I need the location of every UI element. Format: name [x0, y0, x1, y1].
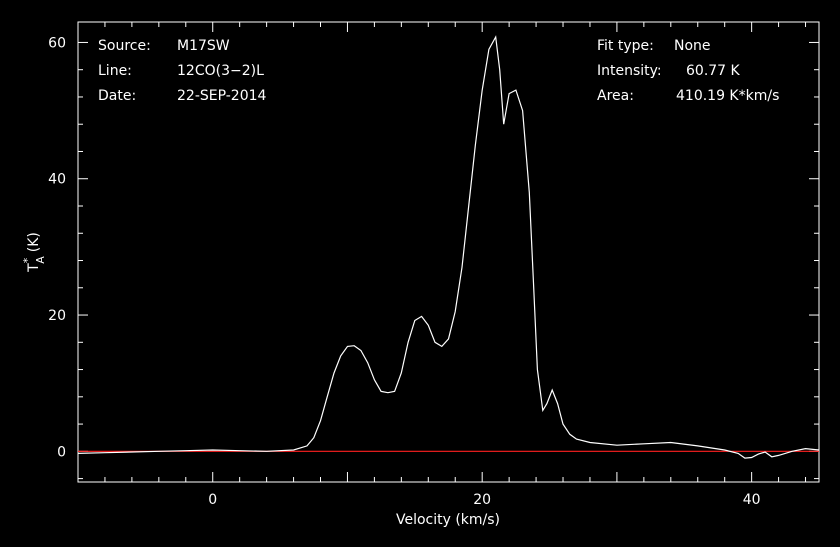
y-axis-label-sub: A — [34, 256, 47, 264]
source-value: M17SW — [177, 38, 230, 54]
fit-type-value: None — [674, 38, 711, 54]
area-label: Area: — [597, 88, 634, 104]
plot-frame — [77, 21, 820, 483]
x-tick-label: 40 — [743, 492, 761, 508]
intensity-value: 60.77 K — [686, 63, 741, 79]
date-label: Date: — [98, 88, 136, 104]
fit-type-label: Fit type: — [597, 38, 654, 54]
x-tick-label: 20 — [473, 492, 491, 508]
y-tick-label: 20 — [48, 308, 66, 324]
y-axis-label-unit: (K) — [26, 232, 42, 252]
axis-tick-labels: 0 20 40 0 20 40 60 — [48, 35, 760, 508]
y-tick-label: 0 — [57, 444, 66, 460]
series-line — [77, 35, 820, 459]
y-axis-label-sup: * — [21, 257, 34, 263]
y-tick-label: 60 — [48, 35, 66, 51]
x-tick-label: 0 — [208, 492, 217, 508]
svg-text:T*A(K): T*A (K) — [21, 232, 47, 273]
date-value: 22-SEP-2014 — [177, 88, 267, 104]
x-axis-label: Velocity (km/s) — [396, 512, 500, 528]
y-tick-label: 40 — [48, 172, 66, 188]
y-axis-label: T*A (K) — [21, 232, 47, 273]
y-axis-label-main: T — [26, 263, 42, 273]
line-label: Line: — [98, 63, 132, 79]
area-value: 410.19 K*km/s — [676, 88, 779, 104]
line-value: 12CO(3−2)L — [177, 63, 264, 79]
intensity-label: Intensity: — [597, 63, 662, 79]
source-label: Source: — [98, 38, 151, 54]
